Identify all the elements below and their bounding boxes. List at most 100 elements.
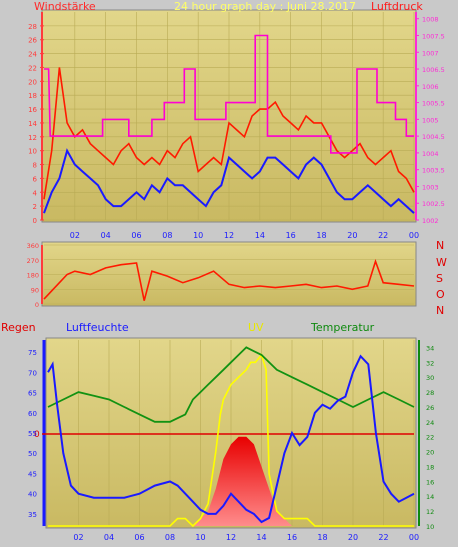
x-tick-label: 12 [226,533,236,542]
x-tick-label: 06 [131,231,141,240]
x-tick-label: 08 [162,231,172,240]
temperature-tick-label: 30 [426,374,434,382]
data-series [42,34,415,528]
humidity-tick-label: 55 [28,430,37,438]
x-tick-label: 16 [287,533,297,542]
humidity-tick-label: 45 [28,470,37,478]
uv-label: UV [248,321,264,334]
pressure-tick-label: 1005.5 [422,100,445,108]
x-tick-label: 06 [134,533,144,542]
pressure-tick-label: 1006.5 [422,66,445,74]
temperature-tick-label: 22 [426,434,434,442]
pressure-tick-label: 1002.5 [422,200,445,208]
pressure-tick-label: 1004 [422,150,439,158]
rain-label: Regen [1,321,36,334]
wind-tick-label: 22 [28,64,37,72]
wind-tick-label: 28 [28,23,37,31]
humidity-tick-label: 70 [28,369,37,377]
chart-title: 24 hour graph day : Juni 28.2017 [174,0,356,13]
temperature-tick-label: 32 [426,359,434,367]
wind-tick-label: 10 [28,148,37,156]
pressure-tick-label: 1002 [422,217,439,225]
wind-tick-label: 26 [28,37,37,45]
rain-zero-label: 0 [34,430,40,440]
pressure-tick-label: 1005 [422,116,439,124]
direction-label-w: W [436,256,447,269]
direction-label-n: N [436,239,444,252]
wind-tick-label: 18 [28,92,37,100]
temperature-tick-label: 12 [426,508,434,516]
humidity-tick-label: 50 [28,450,37,458]
wind-tick-label: 2 [33,203,37,211]
temperature-line [47,346,415,423]
temperature-tick-label: 18 [426,463,434,471]
temperature-label: Temperatur [310,321,375,334]
x-tick-label: 04 [101,231,111,240]
x-tick-label: 22 [378,533,388,542]
direction-label-o: O [436,288,445,301]
x-tick-label: 20 [347,231,357,240]
x-tick-label: 10 [193,231,203,240]
direction-tick-label: 360 [27,242,39,250]
temperature-tick-label: 20 [426,449,434,457]
humidity-tick-label: 40 [28,491,37,499]
direction-tick-label: 0 [35,301,39,309]
pressure-tick-label: 1003 [422,183,439,191]
temperature-tick-label: 16 [426,478,434,486]
x-tick-label: 20 [348,533,358,542]
wind-direction-line [43,258,415,301]
direction-panel [41,241,417,307]
pressure-tick-label: 1007 [422,49,439,57]
humidity-tick-label: 65 [28,390,37,398]
wind-tick-label: 16 [28,106,37,114]
x-tick-label: 12 [224,231,234,240]
pressure-tick-label: 1008 [422,16,439,24]
x-tick-label: 08 [165,533,175,542]
x-tick-label: 18 [317,533,327,542]
wind-tick-label: 24 [28,51,37,59]
direction-label-s: S [436,272,443,285]
wind-tick-label: 6 [33,175,38,183]
x-tick-label: 00 [409,533,419,542]
temperature-tick-label: 28 [426,389,434,397]
x-tick-label: 18 [316,231,326,240]
pressure-axis-title: Luftdruck [371,0,423,13]
temperature-tick-label: 26 [426,404,434,412]
wind-average-line [43,148,415,214]
wind-axis-title: Windstärke [34,0,96,13]
wind-tick-label: 12 [28,134,37,142]
x-tick-label: 10 [195,533,205,542]
x-tick-label: 14 [255,231,265,240]
pressure-tick-label: 1003.5 [422,167,445,175]
temperature-tick-label: 24 [426,419,434,427]
x-tick-label: 22 [378,231,388,240]
temperature-tick-label: 34 [426,344,434,352]
humidity-tick-label: 35 [28,511,37,519]
pressure-line [44,34,414,154]
wind-gust-line [43,67,415,200]
direction-tick-label: 90 [31,286,39,294]
x-tick-label: 04 [104,533,114,542]
temperature-tick-label: 14 [426,493,434,501]
humidity-tick-label: 75 [28,349,37,357]
direction-tick-label: 270 [27,257,39,265]
humidity-line [47,354,415,524]
wind-tick-label: 0 [33,217,37,225]
x-tick-label: 14 [256,533,266,542]
wind-tick-label: 8 [33,162,37,170]
x-tick-label: 00 [409,231,419,240]
humidity-tick-label: 60 [28,410,37,418]
x-tick-label: 16 [286,231,296,240]
pressure-tick-label: 1004.5 [422,133,445,141]
x-tick-label: 02 [70,231,80,240]
temperature-tick-label: 10 [426,523,434,531]
direction-label-n2: N [436,304,444,317]
solar-radiation-area [48,436,414,526]
pressure-tick-label: 1006 [422,83,439,91]
wind-tick-label: 20 [28,78,37,86]
direction-tick-label: 180 [27,272,39,280]
axis-ticks: 024681012141618202224262810021002.510031… [27,12,445,542]
humidity-label: Luftfeuchte [66,321,129,334]
